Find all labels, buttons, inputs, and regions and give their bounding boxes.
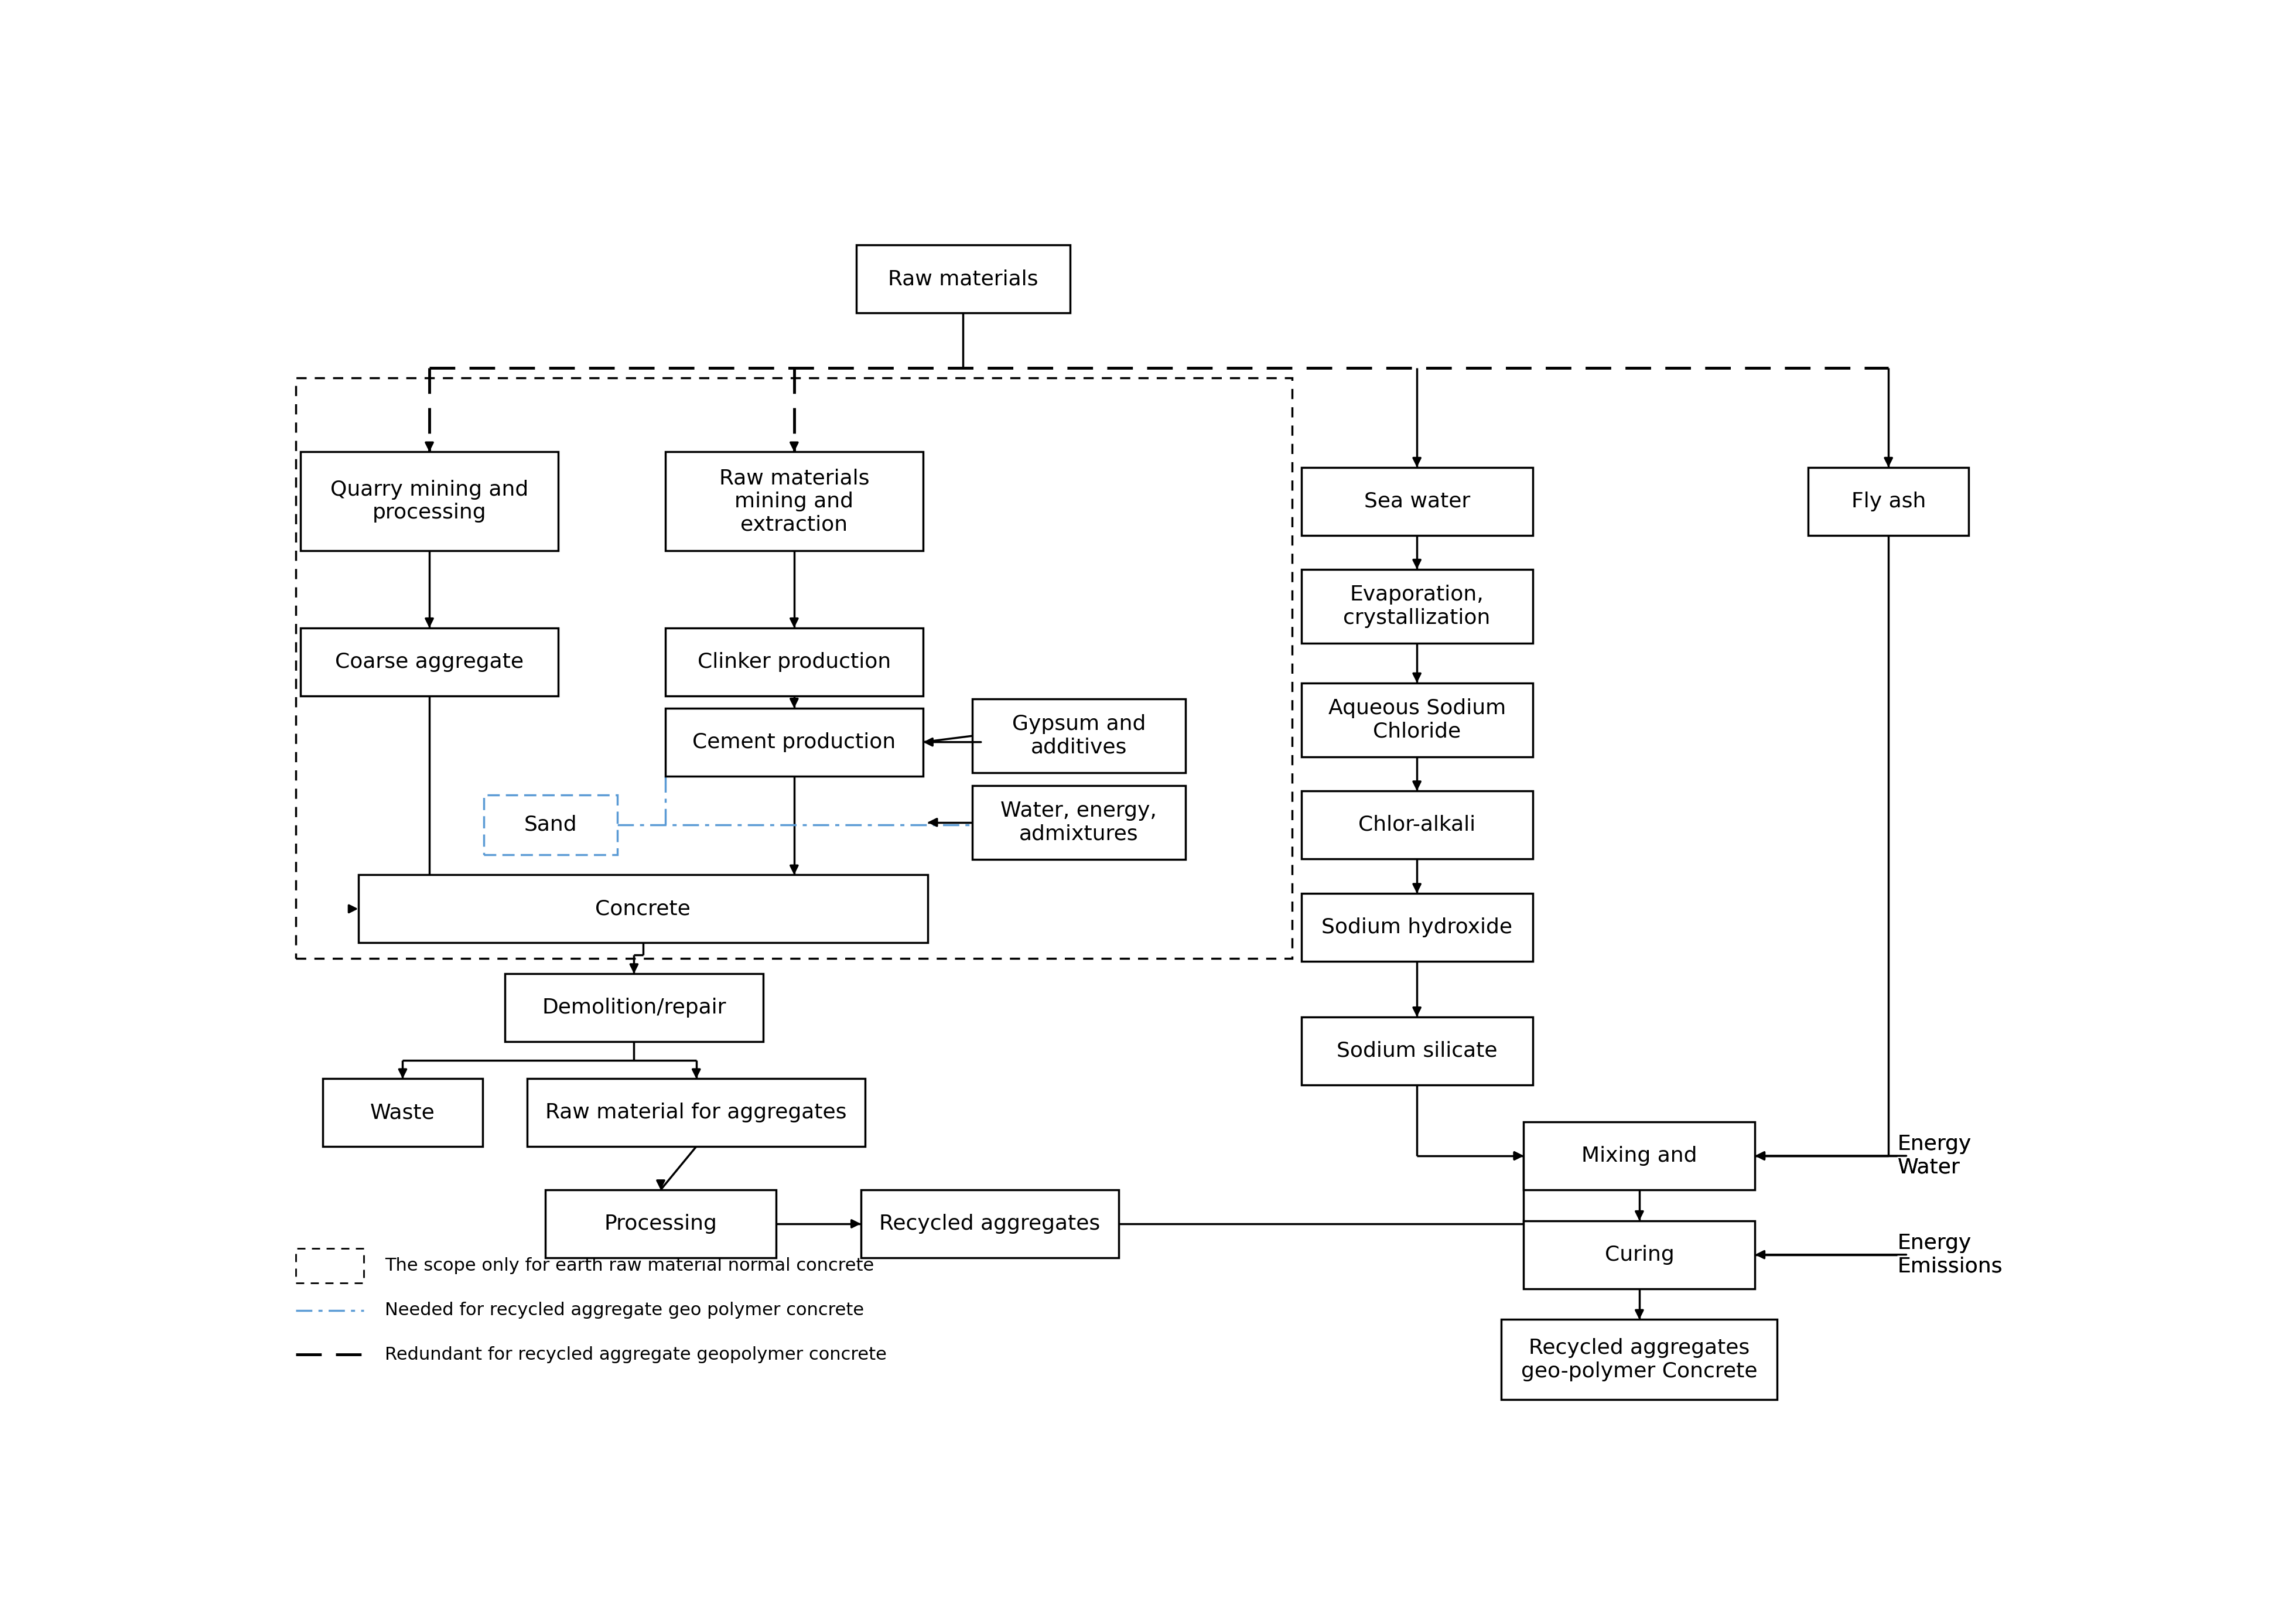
Text: Sea water: Sea water	[1364, 491, 1469, 512]
Bar	[856, 245, 1070, 313]
Text: Raw materials: Raw materials	[889, 269, 1038, 289]
Text: Sodium hydroxide: Sodium hydroxide	[1322, 917, 1513, 937]
Text: Processing: Processing	[604, 1214, 716, 1233]
Bar	[296, 377, 1293, 958]
Bar	[1302, 683, 1534, 757]
Bar	[1809, 467, 1968, 536]
Text: Curing: Curing	[1605, 1245, 1674, 1264]
Text: Coarse aggregate: Coarse aggregate	[335, 651, 523, 672]
Bar	[505, 974, 762, 1041]
Text: Fly ash: Fly ash	[1851, 491, 1926, 512]
Bar	[358, 874, 928, 943]
Bar	[1525, 1121, 1754, 1190]
Bar	[1302, 791, 1534, 858]
Bar	[1302, 569, 1534, 643]
Text: Sodium silicate: Sodium silicate	[1336, 1041, 1497, 1060]
Text: Concrete: Concrete	[595, 898, 691, 919]
Bar	[666, 627, 923, 696]
Text: Evaporation,
crystallization: Evaporation, crystallization	[1343, 585, 1490, 627]
Bar	[861, 1190, 1118, 1258]
Bar	[1302, 893, 1534, 961]
Bar	[544, 1190, 776, 1258]
Text: Recycled aggregates: Recycled aggregates	[879, 1214, 1100, 1233]
Bar	[301, 452, 558, 550]
Text: Raw material for aggregates: Raw material for aggregates	[546, 1102, 847, 1123]
Bar	[484, 796, 618, 855]
Text: Aqueous Sodium
Chloride: Aqueous Sodium Chloride	[1327, 698, 1506, 741]
Text: Energy
Water: Energy Water	[1896, 1134, 1972, 1177]
Bar	[321, 1078, 482, 1147]
Text: The scope only for earth raw material normal concrete: The scope only for earth raw material no…	[386, 1258, 875, 1274]
Text: Clinker production: Clinker production	[698, 651, 891, 672]
Bar	[666, 452, 923, 550]
Bar	[1302, 1017, 1534, 1084]
Bar	[1502, 1320, 1777, 1400]
Bar	[1525, 1221, 1754, 1288]
Text: Mixing and: Mixing and	[1582, 1145, 1697, 1166]
Text: Water, energy,
admixtures: Water, energy, admixtures	[1001, 800, 1157, 844]
Text: Energy
Water: Energy Water	[1896, 1134, 1972, 1177]
Text: Recycled aggregates
geo-polymer Concrete: Recycled aggregates geo-polymer Concrete	[1522, 1338, 1756, 1381]
Bar	[301, 627, 558, 696]
Bar	[296, 1248, 363, 1283]
Bar	[971, 699, 1185, 773]
Bar	[666, 707, 923, 776]
Text: Energy
Emissions: Energy Emissions	[1896, 1233, 2002, 1277]
Text: Chlor-alkali: Chlor-alkali	[1359, 815, 1476, 834]
Text: Demolition/repair: Demolition/repair	[542, 998, 726, 1017]
Text: Needed for recycled aggregate geo polymer concrete: Needed for recycled aggregate geo polyme…	[386, 1302, 863, 1318]
Bar	[971, 786, 1185, 860]
Text: Energy
Emissions: Energy Emissions	[1896, 1233, 2002, 1277]
Text: Redundant for recycled aggregate geopolymer concrete: Redundant for recycled aggregate geopoly…	[386, 1346, 886, 1363]
Text: Cement production: Cement production	[693, 731, 895, 752]
Text: Sand: Sand	[523, 815, 576, 834]
Text: Raw materials
mining and
extraction: Raw materials mining and extraction	[719, 468, 870, 534]
Bar	[1302, 467, 1534, 536]
Text: Quarry mining and
processing: Quarry mining and processing	[331, 480, 528, 523]
Text: Waste: Waste	[370, 1102, 436, 1123]
Text: Gypsum and
additives: Gypsum and additives	[1013, 714, 1146, 757]
Bar	[528, 1078, 866, 1147]
